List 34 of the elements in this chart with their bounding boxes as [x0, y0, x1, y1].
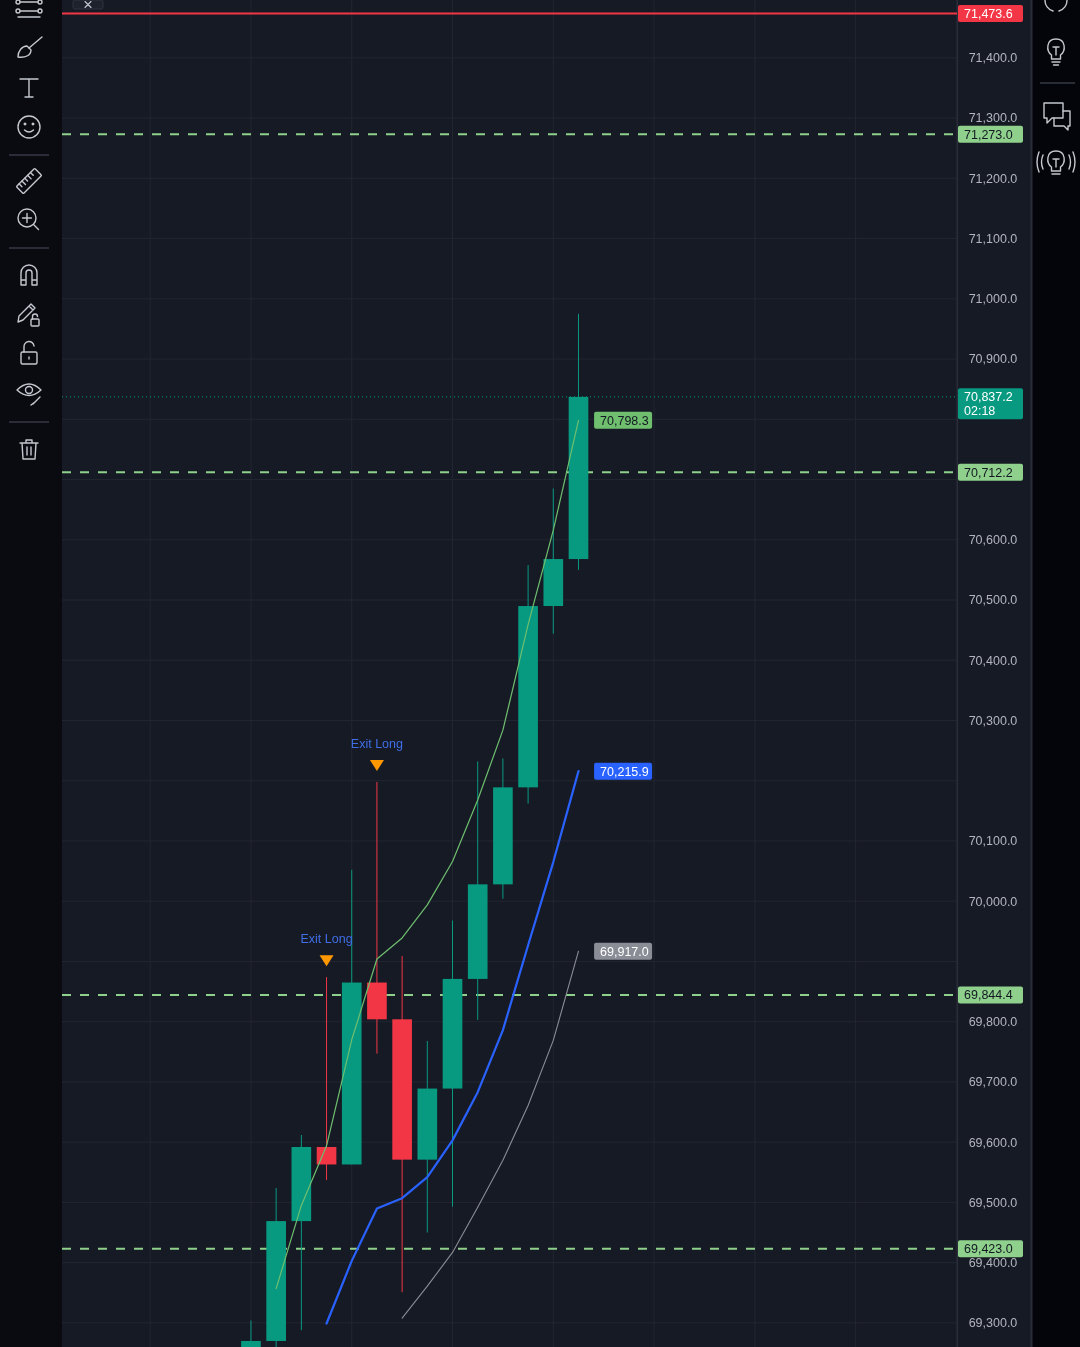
y-tick-label: 69,400.0 [968, 1256, 1018, 1271]
y-tick-label: 71,000.0 [968, 292, 1018, 307]
y-tick-label: 70,300.0 [968, 713, 1018, 728]
y-tick-label: 71,200.0 [968, 171, 1018, 186]
y-tick-label: 70,600.0 [968, 533, 1018, 548]
y-tick-label: 69,700.0 [968, 1075, 1018, 1090]
y-tick-label: 70,900.0 [968, 352, 1018, 367]
data-label: 70,798.3 [600, 413, 649, 428]
y-tick-label: 71,300.0 [968, 111, 1018, 126]
y-tick-label: 71,400.0 [968, 51, 1018, 66]
y-tick-label: 69,500.0 [968, 1195, 1018, 1210]
candlestick [241, 1319, 261, 1347]
y-tick-label: 70,400.0 [968, 653, 1018, 668]
ref-line-label: 69,423.0 [964, 1242, 1013, 1257]
ref-line-label: 70,837.2 [964, 390, 1013, 405]
data-label: 70,215.9 [600, 764, 649, 779]
ref-line-label: 69,844.4 [964, 988, 1013, 1003]
y-tick-label: 69,300.0 [968, 1316, 1018, 1331]
y-tick-label: 70,500.0 [968, 593, 1018, 608]
y-tick-label: 69,800.0 [968, 1015, 1018, 1030]
ref-line-label: 70,712.2 [964, 465, 1013, 480]
y-tick-label: 69,600.0 [968, 1135, 1018, 1150]
y-tick-label: 70,000.0 [968, 894, 1018, 909]
line-series [401, 950, 580, 1319]
line-series [325, 770, 580, 1325]
y-tick-label: 70,100.0 [968, 834, 1018, 849]
ref-line-label: 71,473.6 [964, 6, 1013, 21]
line-series [275, 419, 580, 1290]
data-label: Exit Long [350, 737, 404, 752]
data-label: Exit Long [300, 932, 353, 947]
text: 02:18 [964, 404, 996, 419]
y-tick-label: 71,100.0 [968, 231, 1018, 246]
ref-line-label: 71,273.0 [964, 127, 1013, 142]
data-label: 69,917.0 [600, 944, 649, 959]
